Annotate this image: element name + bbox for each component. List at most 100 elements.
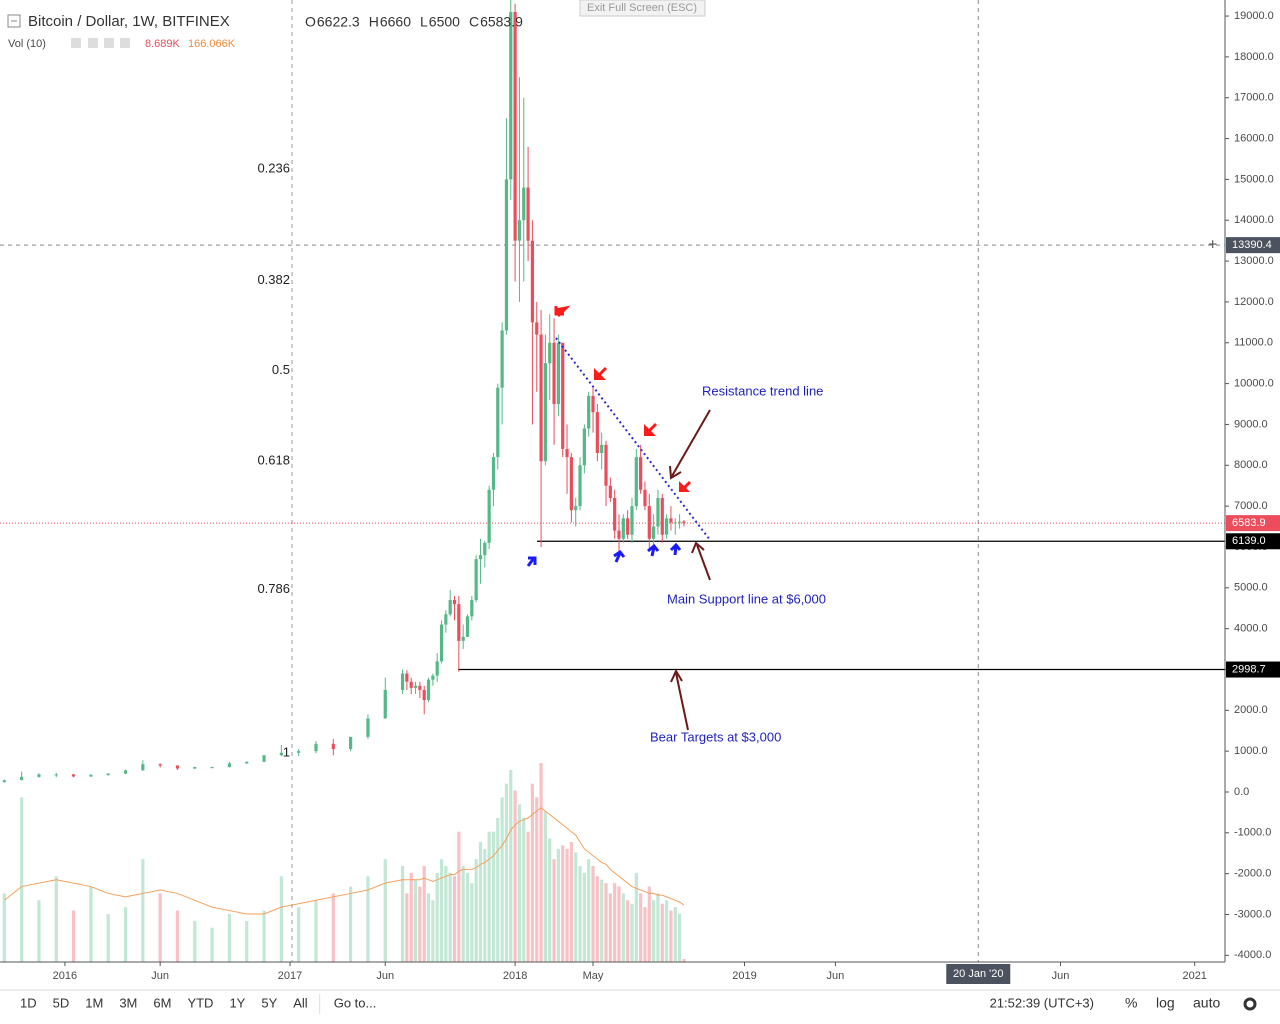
scale-button[interactable]: auto bbox=[1193, 995, 1220, 1011]
candle-body bbox=[513, 11, 517, 241]
volume-bar bbox=[595, 876, 599, 962]
candle-body bbox=[422, 689, 426, 701]
crosshair-price-box bbox=[1226, 237, 1280, 254]
x-tick-label: May bbox=[583, 970, 604, 982]
exit-fullscreen-button[interactable] bbox=[579, 0, 706, 17]
volume-bar bbox=[418, 886, 422, 962]
settings-icon[interactable] bbox=[1243, 997, 1257, 1011]
candle-body bbox=[643, 489, 647, 507]
x-tick-label: 2018 bbox=[503, 970, 527, 982]
candle-body bbox=[569, 457, 573, 511]
volume-bar bbox=[513, 790, 517, 962]
arrow bbox=[675, 672, 689, 731]
candle-body bbox=[426, 679, 431, 701]
volume-bar bbox=[613, 883, 617, 962]
candle-body bbox=[474, 559, 478, 601]
vol-icon[interactable] bbox=[71, 38, 81, 48]
volume-bar bbox=[496, 818, 500, 962]
volume-bar bbox=[639, 893, 643, 962]
candle-body bbox=[552, 342, 556, 405]
x-tick-label: 2016 bbox=[53, 970, 77, 982]
vol-icon[interactable] bbox=[88, 38, 98, 48]
candle-body bbox=[500, 330, 504, 388]
period-button[interactable]: 1Y bbox=[229, 995, 245, 1010]
arrow bbox=[696, 544, 711, 581]
volume-bar bbox=[297, 907, 301, 962]
y-tick-label: 14000.0 bbox=[1234, 214, 1274, 226]
volume-bar bbox=[262, 910, 266, 962]
y-tick-label: 5000.0 bbox=[1234, 582, 1268, 594]
candle-body bbox=[496, 387, 500, 458]
volume-bar bbox=[175, 910, 180, 962]
period-button[interactable]: 5D bbox=[53, 995, 70, 1010]
volume-bar bbox=[141, 859, 145, 962]
last-price-label: 6583.9 bbox=[1232, 517, 1266, 529]
vol-icon[interactable] bbox=[104, 38, 114, 48]
candle-body bbox=[413, 685, 418, 688]
candle-body bbox=[626, 518, 630, 535]
ohlc-value: 6622.3 bbox=[317, 14, 360, 30]
y-tick-label: 15000.0 bbox=[1234, 173, 1274, 185]
volume-bar bbox=[71, 910, 76, 962]
candle-body bbox=[608, 485, 612, 498]
y-tick-label: 0.0 bbox=[1234, 786, 1249, 798]
period-button[interactable]: All bbox=[293, 995, 308, 1010]
volume-bar bbox=[535, 797, 539, 962]
candle-body bbox=[600, 444, 604, 454]
fib-label: 0.618 bbox=[257, 452, 290, 467]
x-tick-label: 2019 bbox=[732, 970, 756, 982]
period-button[interactable]: 1M bbox=[85, 995, 103, 1010]
candle-body bbox=[617, 530, 621, 539]
candle-body bbox=[539, 334, 543, 462]
volume-bar bbox=[487, 831, 491, 962]
period-button[interactable]: 1D bbox=[20, 995, 37, 1010]
candle-body bbox=[54, 774, 58, 776]
ohlc-label: H bbox=[369, 14, 379, 30]
scale-button[interactable]: log bbox=[1156, 995, 1175, 1011]
volume-bar bbox=[465, 872, 470, 962]
candle-body bbox=[677, 521, 682, 523]
fib-label: 0.236 bbox=[257, 160, 290, 175]
scale-button[interactable]: % bbox=[1125, 995, 1137, 1011]
volume-bar bbox=[227, 914, 232, 962]
candle-body bbox=[639, 457, 643, 490]
candle-body bbox=[158, 764, 162, 766]
fib-label: 0.5 bbox=[272, 362, 290, 377]
candle-body bbox=[106, 773, 110, 776]
volume-bar bbox=[626, 900, 630, 962]
blue-arrow bbox=[613, 549, 626, 563]
volume-bar bbox=[470, 883, 474, 962]
volume-bar bbox=[413, 879, 418, 962]
red-arrow-head bbox=[644, 424, 656, 436]
blue-arrow bbox=[669, 542, 682, 556]
candle-body bbox=[491, 457, 496, 490]
vol-icon[interactable] bbox=[120, 38, 130, 48]
candle-body bbox=[634, 457, 638, 507]
period-button[interactable]: YTD bbox=[187, 995, 213, 1010]
volume-bar bbox=[426, 893, 431, 962]
candle-body bbox=[578, 465, 582, 507]
volume-bar bbox=[431, 900, 435, 962]
volume-bar bbox=[578, 866, 582, 962]
collapse-icon[interactable] bbox=[7, 14, 21, 28]
candle-body bbox=[543, 363, 548, 462]
volume-bar bbox=[2, 893, 6, 962]
ohlc-label: O bbox=[305, 14, 316, 30]
volume-bar bbox=[37, 900, 41, 962]
period-button[interactable]: 6M bbox=[153, 995, 171, 1010]
goto-button[interactable]: Go to... bbox=[334, 995, 377, 1010]
volume-bar bbox=[461, 866, 465, 962]
x-tick-label: Jun bbox=[376, 970, 394, 982]
fib-label: 0.786 bbox=[257, 581, 290, 596]
arrow-head bbox=[670, 668, 683, 683]
period-button[interactable]: 3M bbox=[119, 995, 137, 1010]
volume-bar bbox=[331, 893, 335, 962]
period-button[interactable]: 5Y bbox=[261, 995, 277, 1010]
candle-body bbox=[647, 506, 651, 539]
candle-body bbox=[509, 11, 513, 180]
volume-bar bbox=[123, 907, 128, 962]
volume-bar bbox=[383, 859, 387, 962]
bear-target-box bbox=[1226, 661, 1280, 678]
ohlc-legend: O 6622.3 H 6660 L 6500 C 6583.9 bbox=[305, 14, 523, 30]
